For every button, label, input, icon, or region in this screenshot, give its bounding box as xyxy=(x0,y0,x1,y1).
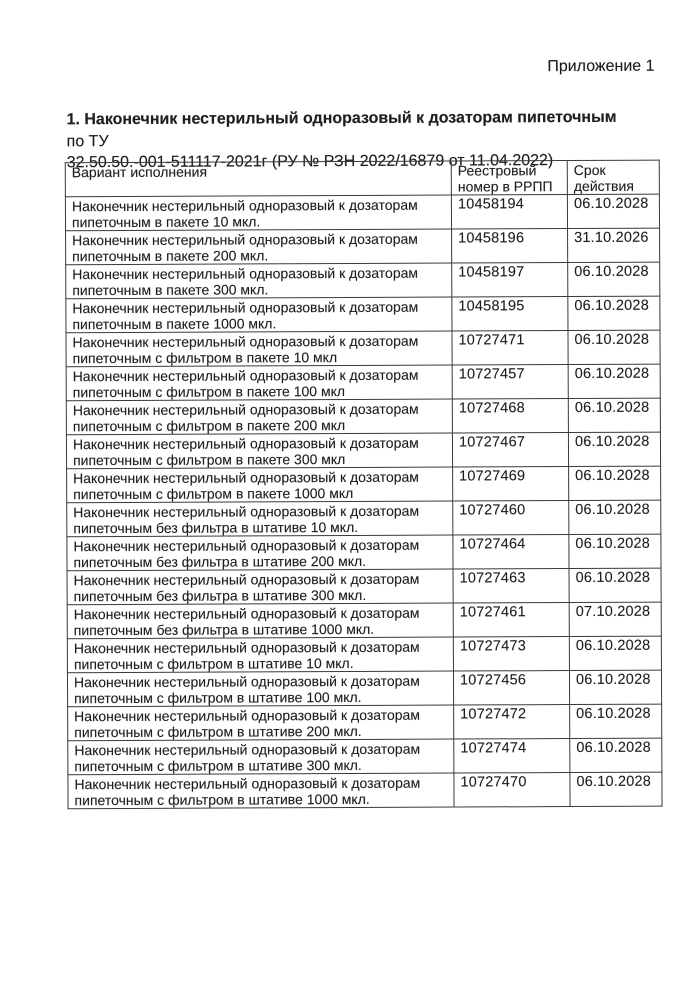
table-row: Наконечник нестерильный одноразовый к до… xyxy=(65,228,660,265)
registry-number-cell: 10727470 xyxy=(453,772,571,808)
validity-date-cell: 06.10.2028 xyxy=(569,704,662,739)
document-title-regular: по ТУ xyxy=(66,132,109,150)
table-header-row: Вариант исполнения Реестровый номер в РР… xyxy=(65,160,660,197)
table-row: Наконечник нестерильный одноразовый к до… xyxy=(65,330,661,367)
variant-cell: Наконечник нестерильный одноразовый к до… xyxy=(67,671,454,707)
variant-cell: Наконечник нестерильный одноразовый к до… xyxy=(66,535,454,571)
validity-date-cell: 06.10.2028 xyxy=(567,330,661,365)
registry-number-cell: 10727469 xyxy=(452,466,569,502)
registry-number-cell: 10727456 xyxy=(453,670,570,706)
table-row: Наконечник нестерильный одноразовый к до… xyxy=(66,534,662,571)
validity-date-cell: 06.10.2028 xyxy=(568,364,661,399)
appendix-label: Приложение 1 xyxy=(547,57,655,76)
variant-cell: Наконечник нестерильный одноразовый к до… xyxy=(65,263,452,299)
table-row: Наконечник нестерильный одноразовый к до… xyxy=(66,500,661,537)
validity-date-cell: 31.10.2026 xyxy=(567,228,660,263)
validity-date-cell: 06.10.2028 xyxy=(568,534,662,569)
registry-number-cell: 10727467 xyxy=(452,432,569,468)
registry-number-cell: 10727471 xyxy=(451,330,569,366)
table-row: Наконечник нестерильный одноразовый к до… xyxy=(66,432,661,469)
table-row: Наконечник нестерильный одноразовый к до… xyxy=(66,364,661,401)
variant-cell: Наконечник нестерильный одноразовый к до… xyxy=(67,773,455,809)
registry-number-cell: 10458196 xyxy=(451,228,568,264)
variant-cell: Наконечник нестерильный одноразовый к до… xyxy=(66,365,453,401)
validity-date-cell: 06.10.2028 xyxy=(569,636,662,671)
variant-cell: Наконечник нестерильный одноразовый к до… xyxy=(67,637,454,673)
header-variant: Вариант исполнения xyxy=(65,161,452,197)
registry-number-cell: 10727474 xyxy=(453,738,570,774)
variant-cell: Наконечник нестерильный одноразовый к до… xyxy=(65,331,453,367)
validity-date-cell: 06.10.2028 xyxy=(567,296,660,331)
validity-date-cell: 06.10.2028 xyxy=(568,398,661,433)
registry-number-cell: 10727473 xyxy=(453,636,570,672)
variant-cell: Наконечник нестерильный одноразовый к до… xyxy=(66,467,453,503)
validity-date-cell: 06.10.2028 xyxy=(569,568,662,603)
document-title-bold: 1. Наконечник нестерильный одноразовый к… xyxy=(66,108,617,129)
table-row: Наконечник нестерильный одноразовый к до… xyxy=(66,466,661,503)
registry-number-cell: 10727463 xyxy=(453,568,570,604)
registry-number-cell: 10458194 xyxy=(451,194,568,230)
validity-date-cell: 06.10.2028 xyxy=(568,500,661,535)
table-row: Наконечник нестерильный одноразовый к до… xyxy=(67,772,663,809)
variant-cell: Наконечник нестерильный одноразовый к до… xyxy=(65,297,452,333)
registry-number-cell: 10458197 xyxy=(451,262,568,298)
variant-cell: Наконечник нестерильный одноразовый к до… xyxy=(66,501,453,537)
table-row: Наконечник нестерильный одноразовый к до… xyxy=(67,568,662,605)
variant-cell: Наконечник нестерильный одноразовый к до… xyxy=(65,229,452,265)
table-row: Наконечник нестерильный одноразовый к до… xyxy=(67,704,662,741)
header-validity: Срок действия xyxy=(567,160,660,195)
variant-cell: Наконечник нестерильный одноразовый к до… xyxy=(67,569,454,605)
validity-date-cell: 07.10.2028 xyxy=(569,602,662,637)
registry-number-cell: 10727464 xyxy=(452,534,570,570)
registry-number-cell: 10727468 xyxy=(452,398,569,434)
variant-cell: Наконечник нестерильный одноразовый к до… xyxy=(65,195,452,231)
validity-date-cell: 06.10.2028 xyxy=(569,670,662,705)
table-row: Наконечник нестерильный одноразовый к до… xyxy=(67,670,662,707)
table-row: Наконечник нестерильный одноразовый к до… xyxy=(65,262,660,299)
variant-cell: Наконечник нестерильный одноразовый к до… xyxy=(66,433,453,469)
table-header: Вариант исполнения Реестровый номер в РР… xyxy=(65,160,660,197)
registry-number-cell: 10727460 xyxy=(452,500,569,536)
table-row: Наконечник нестерильный одноразовый к до… xyxy=(67,602,662,639)
validity-date-cell: 06.10.2028 xyxy=(569,772,663,807)
table-row: Наконечник нестерильный одноразовый к до… xyxy=(66,398,661,435)
header-registry-number: Реестровый номер в РРПП xyxy=(451,160,568,196)
registry-number-cell: 10727457 xyxy=(452,364,569,400)
registry-number-cell: 10727461 xyxy=(453,602,570,638)
product-variants-table: Вариант исполнения Реестровый номер в РР… xyxy=(65,160,663,810)
variant-cell: Наконечник нестерильный одноразовый к до… xyxy=(66,399,453,435)
registry-number-cell: 10458195 xyxy=(451,296,568,332)
table-row: Наконечник нестерильный одноразовый к до… xyxy=(65,194,660,231)
validity-date-cell: 06.10.2028 xyxy=(569,738,662,773)
table-row: Наконечник нестерильный одноразовый к до… xyxy=(67,636,662,673)
validity-date-cell: 06.10.2028 xyxy=(567,262,660,297)
table-body: Наконечник нестерильный одноразовый к до… xyxy=(65,194,663,809)
table-row: Наконечник нестерильный одноразовый к до… xyxy=(65,296,660,333)
validity-date-cell: 06.10.2028 xyxy=(567,194,660,229)
variant-cell: Наконечник нестерильный одноразовый к до… xyxy=(67,603,454,639)
registry-number-cell: 10727472 xyxy=(453,704,570,740)
validity-date-cell: 06.10.2028 xyxy=(568,432,661,467)
variant-cell: Наконечник нестерильный одноразовый к до… xyxy=(67,739,454,775)
variant-cell: Наконечник нестерильный одноразовый к до… xyxy=(67,705,454,741)
validity-date-cell: 06.10.2028 xyxy=(568,466,661,501)
table-row: Наконечник нестерильный одноразовый к до… xyxy=(67,738,662,775)
